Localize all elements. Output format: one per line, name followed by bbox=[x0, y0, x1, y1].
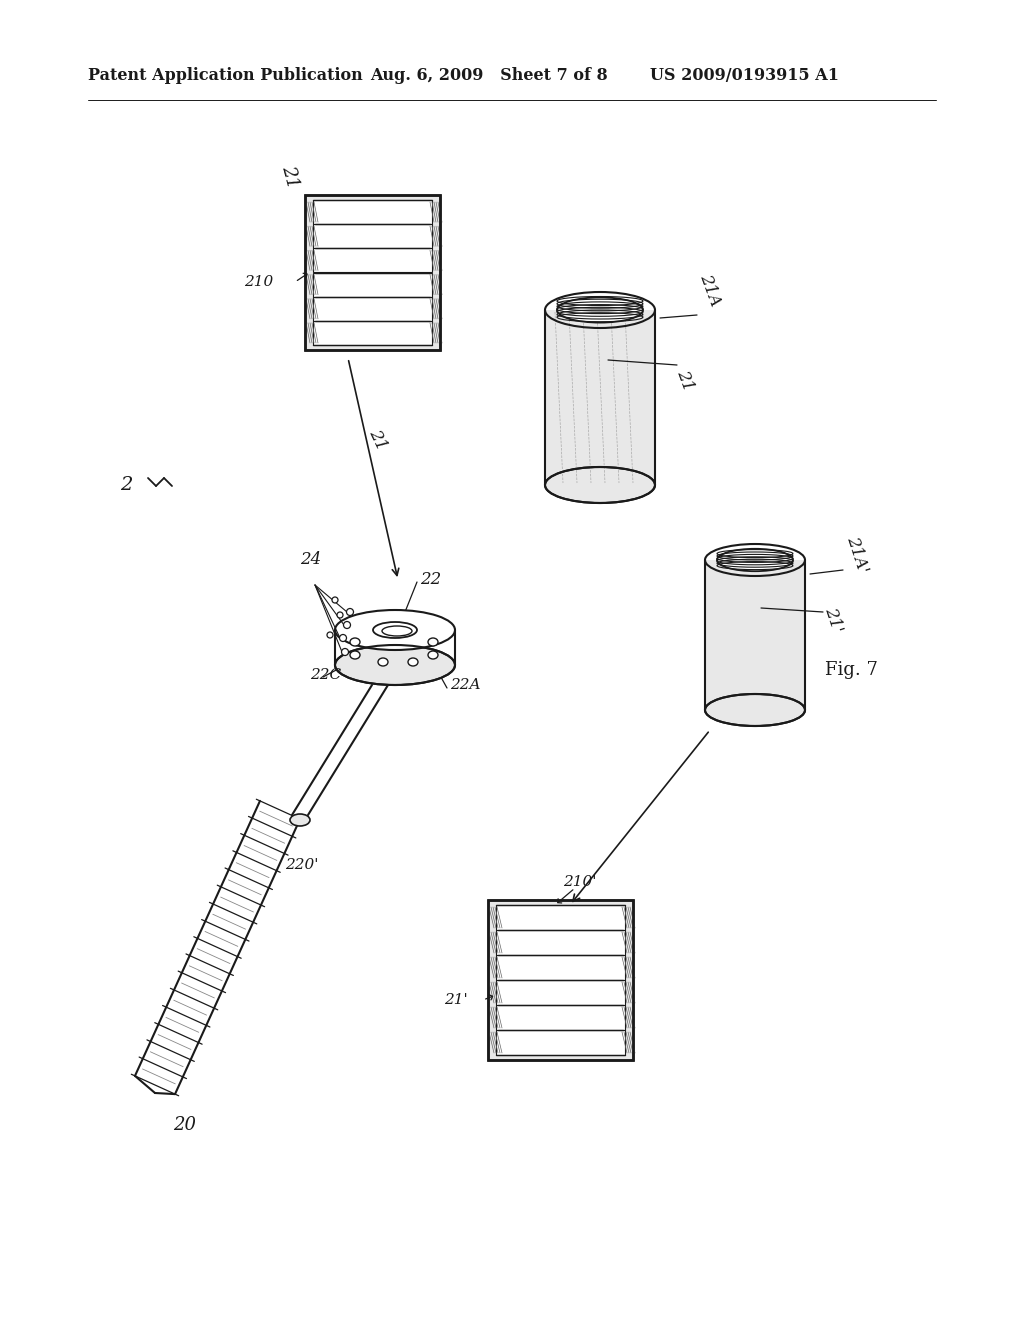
Ellipse shape bbox=[332, 597, 338, 603]
Bar bbox=[496, 979, 625, 1005]
Bar bbox=[488, 900, 633, 1060]
Text: 21: 21 bbox=[279, 164, 302, 190]
Text: 20: 20 bbox=[173, 1115, 197, 1134]
Ellipse shape bbox=[290, 814, 310, 826]
Bar bbox=[496, 906, 625, 1055]
Bar bbox=[488, 900, 633, 1060]
Ellipse shape bbox=[373, 622, 417, 638]
Bar bbox=[496, 954, 625, 979]
Bar bbox=[305, 195, 440, 350]
Bar bbox=[496, 906, 625, 931]
Ellipse shape bbox=[343, 622, 350, 628]
Bar bbox=[496, 1005, 625, 1030]
Bar bbox=[313, 297, 432, 321]
Text: Fig. 7: Fig. 7 bbox=[825, 661, 878, 678]
Polygon shape bbox=[705, 560, 805, 710]
Ellipse shape bbox=[337, 612, 343, 618]
Ellipse shape bbox=[428, 638, 438, 645]
Ellipse shape bbox=[378, 657, 388, 667]
Ellipse shape bbox=[327, 632, 333, 638]
Text: 2: 2 bbox=[120, 477, 132, 494]
Polygon shape bbox=[545, 310, 655, 484]
Text: 22: 22 bbox=[420, 572, 441, 589]
Text: 21: 21 bbox=[366, 426, 390, 453]
Text: 21': 21' bbox=[444, 993, 468, 1007]
Bar bbox=[496, 931, 625, 954]
Ellipse shape bbox=[408, 657, 418, 667]
Ellipse shape bbox=[557, 297, 643, 322]
Bar bbox=[313, 321, 432, 345]
Ellipse shape bbox=[717, 549, 793, 572]
Text: 21': 21' bbox=[821, 605, 845, 635]
Ellipse shape bbox=[335, 645, 455, 685]
Text: US 2009/0193915 A1: US 2009/0193915 A1 bbox=[650, 66, 839, 83]
Ellipse shape bbox=[428, 651, 438, 659]
Bar bbox=[313, 201, 432, 224]
Bar bbox=[313, 248, 432, 272]
Ellipse shape bbox=[341, 648, 348, 656]
Text: 21A': 21A' bbox=[843, 535, 871, 576]
Text: Aug. 6, 2009   Sheet 7 of 8: Aug. 6, 2009 Sheet 7 of 8 bbox=[370, 66, 608, 83]
Text: 210: 210 bbox=[244, 275, 273, 289]
Ellipse shape bbox=[335, 610, 455, 649]
Text: 21: 21 bbox=[674, 367, 696, 393]
Ellipse shape bbox=[340, 635, 346, 642]
Bar bbox=[313, 272, 432, 297]
Text: 220': 220' bbox=[285, 858, 318, 873]
Ellipse shape bbox=[545, 467, 655, 503]
Bar bbox=[313, 201, 432, 345]
Ellipse shape bbox=[346, 609, 353, 615]
Text: 22A: 22A bbox=[450, 678, 480, 692]
Text: 24: 24 bbox=[300, 552, 322, 569]
Bar bbox=[313, 224, 432, 248]
Ellipse shape bbox=[350, 638, 360, 645]
Ellipse shape bbox=[705, 694, 805, 726]
Bar bbox=[305, 195, 440, 350]
Text: 21A: 21A bbox=[696, 272, 724, 309]
Text: Patent Application Publication: Patent Application Publication bbox=[88, 66, 362, 83]
Text: 22C: 22C bbox=[310, 668, 341, 682]
Ellipse shape bbox=[350, 651, 360, 659]
Bar bbox=[496, 1030, 625, 1055]
Text: 210': 210' bbox=[563, 875, 597, 888]
